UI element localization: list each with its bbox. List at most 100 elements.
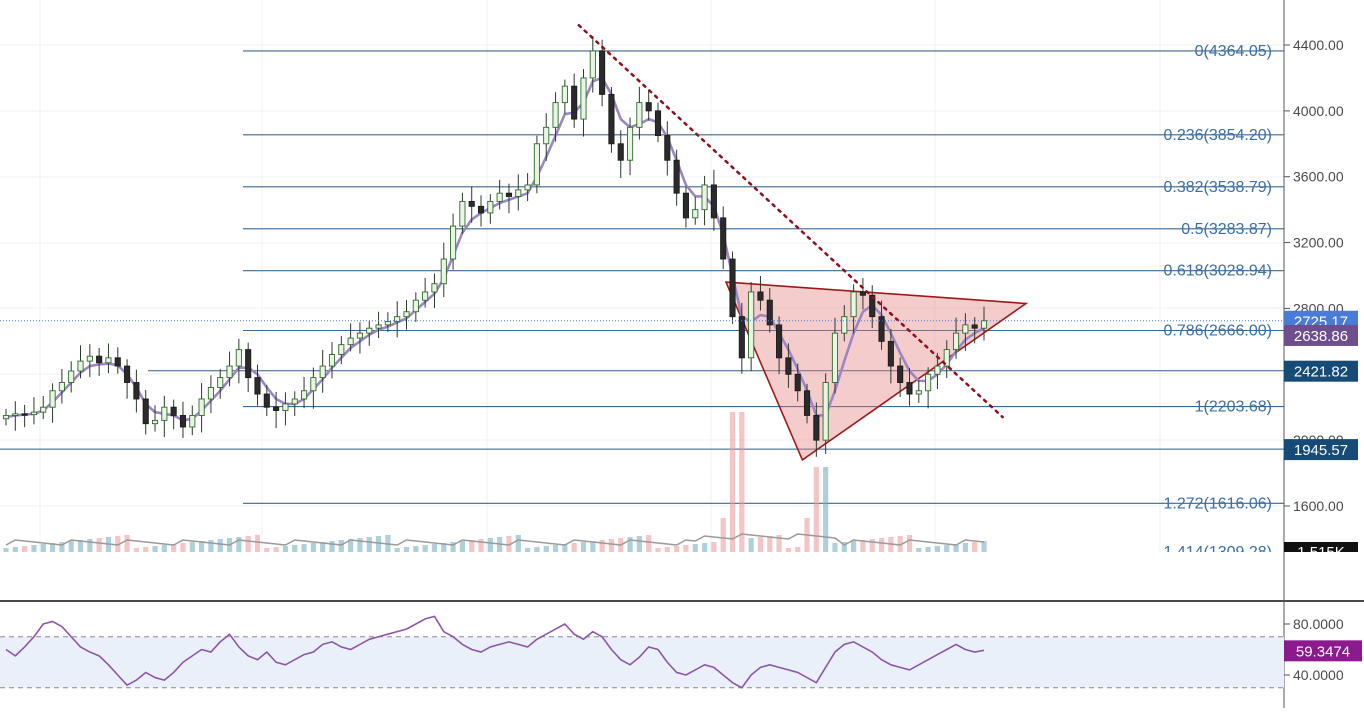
volume-bar: [832, 543, 838, 552]
volume-bar: [171, 544, 177, 552]
candle: [328, 354, 336, 367]
volume-bar: [77, 540, 84, 552]
volume-bar: [450, 542, 456, 552]
candle: [347, 337, 354, 346]
candle: [682, 192, 689, 219]
volume-bar: [264, 548, 270, 552]
fib-label: 0.5(3283.87): [1181, 221, 1272, 238]
volume-bar: [608, 539, 615, 552]
volume-bar: [711, 542, 717, 552]
candle: [850, 291, 857, 318]
price-tick-label: 4400.00: [1293, 37, 1344, 53]
volume-bar: [189, 542, 195, 552]
triangle-pattern[interactable]: [724, 281, 1029, 462]
volume-bar: [534, 547, 540, 552]
volume-bar: [664, 547, 670, 552]
volume-bar: [59, 542, 65, 552]
volume-bar: [292, 545, 298, 552]
volume-bar: [394, 548, 400, 552]
candle: [468, 200, 475, 207]
candle: [273, 406, 280, 411]
candle: [282, 403, 289, 411]
volume-bar: [22, 546, 28, 552]
candle: [627, 126, 634, 161]
volume-bar: [720, 518, 726, 552]
volume-bar: [441, 543, 447, 552]
volume-bar: [552, 545, 559, 552]
volume-bar: [897, 536, 903, 552]
main-pane-bg: [0, 0, 1284, 552]
candle: [887, 340, 894, 367]
pane-gap-mask: [0, 552, 1364, 600]
rsi-pane[interactable]: [0, 615, 1284, 689]
candle: [953, 332, 960, 351]
price-axis-bg[interactable]: [1284, 0, 1364, 552]
volume-bar: [972, 542, 978, 552]
candle: [319, 365, 326, 379]
rsi-tick-label: 80.0000: [1293, 616, 1344, 632]
trend-line[interactable]: [577, 23, 1004, 419]
candle: [263, 393, 270, 408]
rsi-band: [0, 636, 1284, 688]
volume-bar: [674, 546, 680, 552]
candle: [12, 413, 19, 416]
volume-bar: [87, 539, 93, 552]
ma-line: [5, 76, 985, 422]
volume-bar: [916, 548, 922, 552]
candle: [77, 360, 84, 372]
volume-bar: [375, 536, 382, 552]
rsi-tick-label: 40.0000: [1293, 667, 1344, 683]
volume-bar: [599, 540, 605, 552]
candles: [2, 35, 988, 457]
rsi-axis[interactable]: 80.0000 40.0000 59.3474: [1284, 616, 1362, 683]
volume-bar: [469, 540, 475, 552]
candle: [589, 50, 596, 79]
volume-bar: [739, 412, 745, 552]
volume-badge: [1284, 542, 1358, 552]
volume-bar: [115, 536, 121, 552]
volume-bar: [823, 467, 829, 552]
volume-bar: [133, 548, 139, 552]
candle: [21, 413, 28, 416]
triangle-shape[interactable]: [724, 281, 1029, 462]
volume-bar: [543, 546, 549, 552]
volume-bar: [301, 544, 307, 552]
candle: [254, 377, 261, 395]
candle: [68, 370, 75, 383]
volume-bar: [981, 541, 987, 552]
candle: [30, 411, 37, 416]
candle: [226, 365, 233, 379]
volume-bar: [692, 544, 698, 552]
candle: [664, 135, 671, 161]
volume-bar: [729, 412, 736, 552]
price-tick-label: 1600.00: [1293, 498, 1344, 514]
candle: [179, 414, 187, 428]
volume-bar: [851, 541, 857, 552]
candle: [487, 200, 494, 214]
volume-bar: [236, 537, 242, 552]
volume-bar: [310, 543, 316, 552]
fib-label: 0(4364.05): [1195, 43, 1272, 60]
volume-bar: [478, 539, 484, 552]
candle: [161, 406, 168, 421]
grid: [0, 0, 1284, 552]
volume-bar: [962, 543, 968, 552]
volume-bar: [878, 538, 885, 552]
candle: [301, 390, 308, 400]
candle: [738, 316, 745, 359]
candle: [552, 102, 559, 128]
volume-bar: [320, 542, 326, 552]
volume-bar: [161, 545, 167, 552]
candle: [813, 414, 820, 441]
candle: [440, 258, 447, 285]
volume-bar: [646, 535, 652, 552]
volume-bar: [785, 548, 791, 552]
volume-bar: [49, 543, 56, 552]
volume-bar: [208, 540, 214, 552]
volume-bar: [413, 546, 419, 552]
volume-bar: [31, 545, 37, 552]
fib-label: 0.786(2666.00): [1163, 322, 1272, 339]
volume-bar: [627, 537, 633, 552]
